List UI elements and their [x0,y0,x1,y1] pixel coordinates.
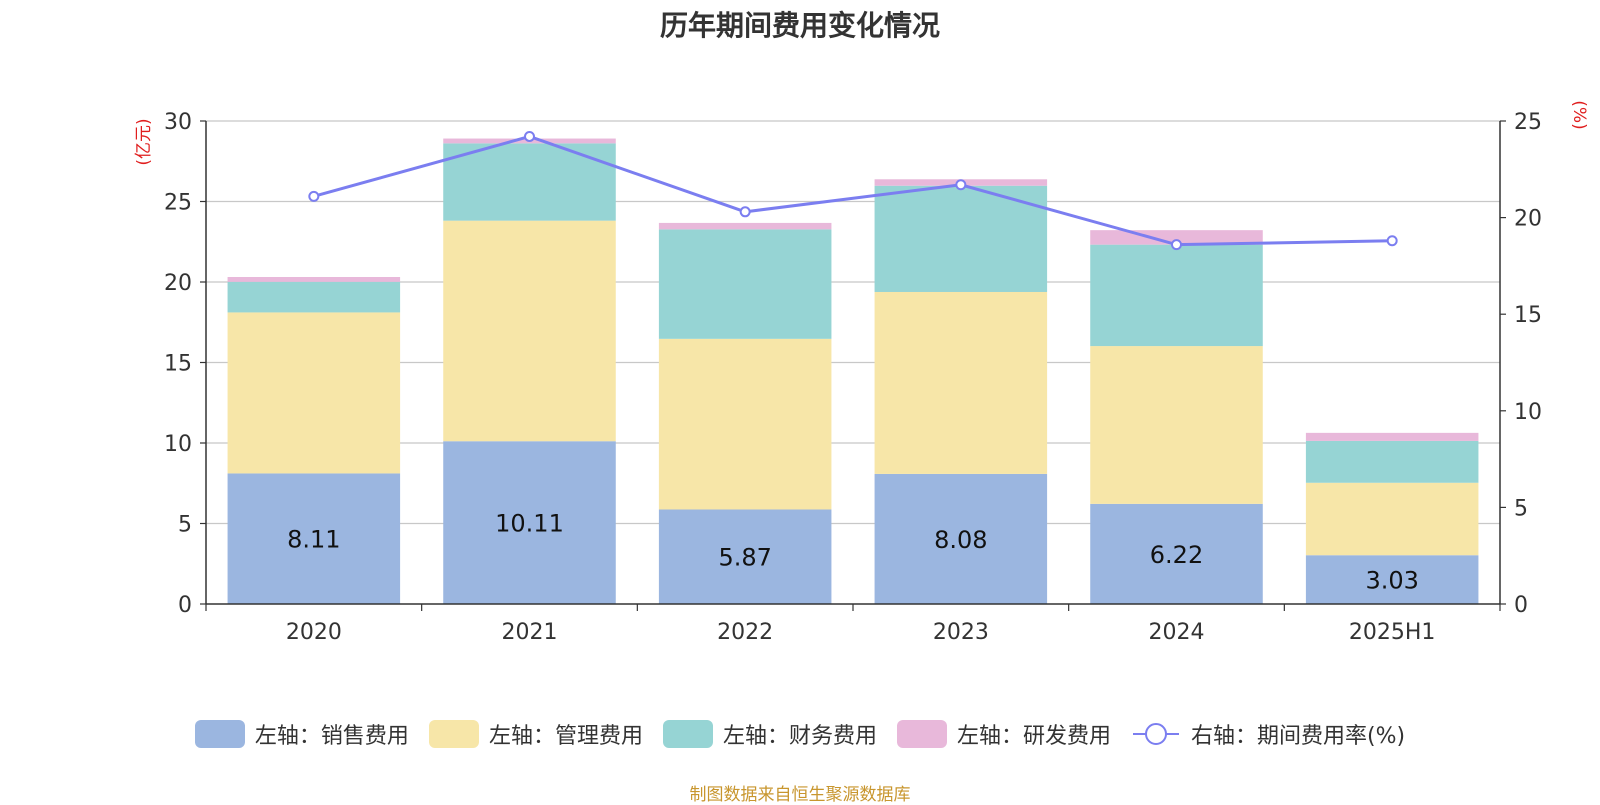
right-axis-unit: (%) [1569,100,1589,129]
bar-segment [874,473,1048,604]
x-axis-tick-label: 2023 [933,620,989,645]
bar-segment [443,220,616,442]
bar-segment [1090,244,1263,347]
source-note: 制图数据来自恒生聚源数据库 [689,785,911,805]
expense-rate-point [308,190,320,202]
bar-segment [1305,555,1479,604]
left-axis-tick-label: 5 [178,513,192,538]
right-axis-tick-label: 25 [1514,110,1542,135]
right-axis-tick-label: 0 [1514,593,1528,618]
legend-label: 左轴：管理费用 [488,724,643,749]
legend-item[interactable]: 右轴：期间费用率(%) [1131,718,1405,750]
left-axis-tick-label: 15 [164,352,192,377]
legend-swatch [896,720,947,748]
bar-segment [227,277,401,282]
x-axis-tick-label: 2020 [286,620,342,645]
legend-label: 左轴：销售费用 [254,724,409,749]
legend-item[interactable]: 左轴：销售费用 [194,718,409,750]
x-axis-tick-label: 2024 [1149,620,1205,645]
left-axis-tick-label: 25 [164,191,192,216]
x-axis-tick-label: 2021 [502,620,558,645]
bar-segment [1305,440,1479,483]
bar-value-label: 6.22 [1150,541,1203,569]
bar-segment [1305,432,1479,441]
expense-rate-point [739,206,751,218]
legend-item[interactable]: 左轴：研发费用 [896,718,1111,750]
bar-segment [443,441,616,604]
left-axis-tick-label: 30 [164,110,192,135]
bar-segment [1090,503,1263,604]
legend-item[interactable]: 左轴：财务费用 [662,718,877,750]
bar-value-label: 8.11 [287,526,340,554]
x-axis-tick-label: 2025H1 [1349,620,1436,645]
legend: 左轴：销售费用 左轴：管理费用 左轴：财务费用 左轴：研发费用 右轴：期间费用率(%) [0,718,1600,750]
bar-value-label: 3.03 [1365,567,1418,595]
stacked-bars [227,138,1479,604]
bar-value-label: 10.11 [495,510,564,538]
legend-label: 左轴：财务费用 [722,724,877,749]
legend-item[interactable]: 左轴：管理费用 [428,718,643,750]
bar-segment [658,338,832,510]
legend-marker [1144,723,1167,745]
legend-swatch [194,720,245,748]
legend-swatch [662,720,713,748]
expense-rate-polyline [313,134,1393,247]
bar-segment [658,509,832,604]
bar-segment [874,291,1048,474]
bar-segment [227,312,401,474]
expense-rate-line [308,130,1398,251]
left-axis-unit: (亿元) [134,118,154,165]
left-axis-tick-label: 10 [164,432,192,457]
legend-line-swatch [1132,723,1179,745]
bar-value-label: 8.08 [934,526,987,554]
legend-label: 左轴：研发费用 [956,724,1111,749]
bar-segment [443,143,616,221]
bar-segment [1090,346,1263,504]
grid-lines [206,120,1500,525]
expense-rate-point [955,179,967,191]
expense-rate-point [1386,235,1398,247]
bar-segment [227,281,401,313]
data-labels: 8.11 10.11 5.87 8.08 6.22 3.03 [287,510,1419,595]
axes: 0 5 10 15 20 25 30 0 5 10 15 20 25 2020 2021 2022 2023 20… [164,110,1542,645]
bar-segment [658,222,832,230]
right-axis-tick-label: 20 [1514,207,1542,232]
bar-segment [874,185,1048,292]
legend-swatch [428,720,479,748]
bar-segment [658,229,832,339]
right-axis-tick-label: 15 [1514,303,1542,328]
bar-value-label: 5.87 [718,544,771,572]
right-axis-tick-label: 10 [1514,400,1542,425]
left-axis-tick-label: 20 [164,271,192,296]
right-axis-tick-label: 5 [1514,496,1528,521]
expense-rate-point [524,130,535,142]
bar-segment [1305,482,1479,556]
x-axis-tick-label: 2022 [717,620,773,645]
left-axis-tick-label: 0 [178,593,192,618]
bar-segment [227,473,401,604]
expense-rate-point [1171,239,1182,251]
chart-title: 历年期间费用变化情况 [659,9,940,42]
legend-label: 右轴：期间费用率(%) [1190,724,1406,749]
